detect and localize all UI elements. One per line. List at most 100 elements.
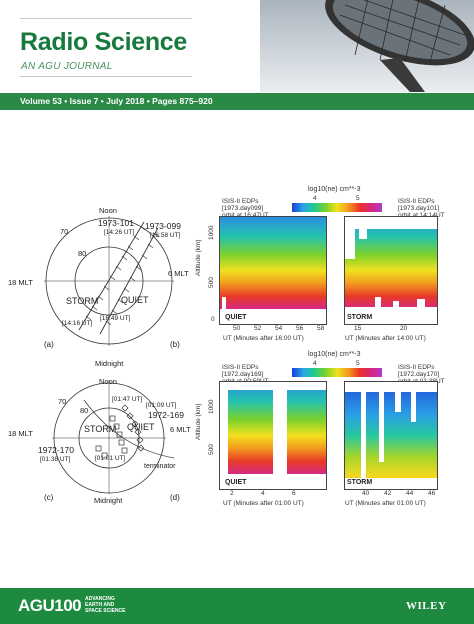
info-top-left: ISIS-II EDPs [1973.day099] orbit at 16:4… bbox=[222, 198, 269, 219]
ytick-500-bottom: 500 bbox=[208, 444, 215, 455]
journal-subtitle: AN AGU JOURNAL bbox=[21, 61, 113, 72]
colorbar-title-top: log10(ne) cm**-3 bbox=[308, 186, 361, 193]
xtick-bottom-right-42: 42 bbox=[384, 490, 392, 497]
time-01-09: [01:09 UT] bbox=[146, 402, 177, 409]
pass-1973-099-time-top: [16:58 UT] bbox=[150, 232, 181, 239]
xtick-bottom-left-2: 2 bbox=[230, 490, 234, 497]
xtick-bottom-left-6: 6 bbox=[292, 490, 296, 497]
midnight-label-c: Midnight bbox=[94, 496, 123, 505]
mlt6-label-c: 6 MLT bbox=[170, 425, 191, 434]
time-01-01: [01:01 UT] bbox=[95, 455, 126, 462]
tag-storm-bottom: STORM bbox=[345, 479, 375, 488]
xlabel-top-left: UT (Minutes after 16:00 UT) bbox=[223, 335, 304, 342]
midnight-label-a: Midnight bbox=[95, 359, 124, 368]
density-image-bottom-left bbox=[220, 382, 326, 489]
mlt18-label-a: 18 MLT bbox=[8, 278, 33, 287]
colorbar-tick-4-bottom: 4 bbox=[313, 360, 317, 367]
xtick-bottom-right-46: 46 bbox=[428, 490, 436, 497]
header-rule-bottom bbox=[20, 76, 192, 77]
journal-title: Radio Science bbox=[20, 28, 187, 56]
agu-tagline-line2: EARTH AND bbox=[85, 601, 115, 608]
density-image-top-right bbox=[345, 217, 437, 324]
agu-tagline: ADVANCING EARTH AND SPACE SCIENCE bbox=[85, 596, 126, 614]
pass-1972-169: 1972-169 bbox=[148, 410, 184, 420]
colorbar-tick-4-top: 4 bbox=[313, 195, 317, 202]
info-bottom-left-line1: ISIS-II EDPs bbox=[222, 364, 259, 371]
panel-label-a: (a) bbox=[44, 340, 54, 349]
issue-band: Volume 53 • Issue 7 • July 2018 • Pages … bbox=[0, 93, 474, 110]
info-top-right: ISIS-II EDPs [1973.day101] orbit at 14:1… bbox=[398, 198, 445, 219]
lat80-label-c: 80 bbox=[80, 406, 89, 415]
xtick-bottom-right-40: 40 bbox=[362, 490, 370, 497]
time-01-47: [01:47 UT] bbox=[112, 396, 143, 403]
colorbar-bottom bbox=[292, 368, 382, 377]
density-plot-top-right bbox=[344, 216, 438, 325]
polar-plot-c bbox=[52, 380, 175, 494]
ytick-1000-bottom: 1000 bbox=[208, 399, 215, 414]
mlt18-label-c: 18 MLT bbox=[8, 429, 33, 438]
pass-1973-101: 1973-101 bbox=[98, 218, 134, 228]
xlabel-bottom-right: UT (Minutes after 01:00 UT) bbox=[345, 500, 426, 507]
xlabel-bottom-left: UT (Minutes after 01:00 UT) bbox=[223, 500, 304, 507]
lat70-label-c: 70 bbox=[58, 397, 67, 406]
info-top-left-line2: [1973.day099] bbox=[222, 205, 264, 213]
ytick-500-top: 500 bbox=[208, 277, 215, 288]
colorbar-tick-5-bottom: 5 bbox=[356, 360, 360, 367]
noon-label-c: Noon bbox=[99, 377, 117, 386]
journal-header: Radio Science AN AGU JOURNAL Volume 53 •… bbox=[0, 0, 474, 116]
panel-label-d: (d) bbox=[170, 493, 180, 502]
xtick-top-right-15: 15 bbox=[354, 325, 362, 332]
storm-label-c: STORM bbox=[84, 424, 117, 434]
pass-1973-101-time-top: [14:26 UT] bbox=[104, 229, 135, 236]
terminator-label: terminator bbox=[144, 463, 176, 470]
colorbar-tick-5-top: 5 bbox=[356, 195, 360, 202]
tag-quiet-bottom: QUIET bbox=[223, 479, 249, 488]
mlt6-label-a: 6 MLT bbox=[168, 269, 189, 278]
wiley-logo: WILEY bbox=[406, 600, 447, 612]
quiet-label-a: QUIET bbox=[121, 295, 149, 305]
info-top-right-line2: [1973.day101] bbox=[398, 205, 440, 213]
info-bottom-right-line1: ISIS-II EDPs bbox=[398, 364, 435, 371]
agu-tagline-line3: SPACE SCIENCE bbox=[85, 607, 126, 614]
density-plot-bottom-left bbox=[219, 381, 327, 490]
ylabel-bottom: Altitude (km) bbox=[195, 403, 202, 440]
xtick-top-left-52: 52 bbox=[254, 325, 262, 332]
info-top-left-line1: ISIS-II EDPs bbox=[222, 198, 259, 205]
xtick-top-right-20: 20 bbox=[400, 325, 408, 332]
xtick-top-left-58: 58 bbox=[317, 325, 325, 332]
header-rule-top bbox=[20, 18, 192, 19]
colorbar-title-bottom: log10(ne) cm**-3 bbox=[308, 351, 361, 358]
pass-1973-099-time-bottom: [16:49 UT] bbox=[100, 315, 131, 322]
publisher-footer: AGU100 ADVANCING EARTH AND SPACE SCIENCE… bbox=[0, 588, 474, 624]
lat70-label-a: 70 bbox=[60, 227, 69, 236]
ylabel-top: Altitude (km) bbox=[195, 239, 202, 276]
tag-storm-top: STORM bbox=[345, 314, 375, 323]
agu-tagline-line1: ADVANCING bbox=[85, 596, 115, 602]
density-image-bottom-right bbox=[345, 382, 437, 489]
panel-label-c: (c) bbox=[44, 493, 54, 502]
xtick-bottom-left-4: 4 bbox=[261, 490, 265, 497]
density-plot-bottom-right bbox=[344, 381, 438, 490]
quiet-label-c: QUIET bbox=[127, 422, 155, 432]
issue-info: Volume 53 • Issue 7 • July 2018 • Pages … bbox=[20, 96, 213, 106]
ytick-0-top: 0 bbox=[211, 316, 215, 323]
storm-label-a: STORM bbox=[66, 296, 99, 306]
colorbar-top bbox=[292, 203, 382, 212]
noon-label-a: Noon bbox=[99, 206, 117, 215]
info-bottom-left-line2: [1972.day169] bbox=[222, 371, 264, 379]
polar-plot-a bbox=[44, 216, 174, 346]
panel-label-b: (b) bbox=[170, 340, 180, 349]
info-top-right-line1: ISIS-II EDPs bbox=[398, 198, 435, 205]
time-01-38: [01:38 UT] bbox=[40, 456, 71, 463]
agu-logo: AGU100 bbox=[18, 596, 82, 615]
radio-telescope-image bbox=[260, 0, 474, 92]
xlabel-top-right: UT (Minutes after 14:00 UT) bbox=[345, 335, 426, 342]
density-image-top-left bbox=[220, 217, 326, 324]
tag-quiet-top: QUIET bbox=[223, 314, 249, 323]
info-top-right-line3: orbit at 14:14UT bbox=[398, 212, 445, 219]
ytick-1000-top: 1000 bbox=[208, 225, 215, 240]
xtick-top-left-54: 54 bbox=[275, 325, 283, 332]
pass-1973-099: 1973-099 bbox=[145, 221, 181, 231]
xtick-top-left-56: 56 bbox=[296, 325, 304, 332]
